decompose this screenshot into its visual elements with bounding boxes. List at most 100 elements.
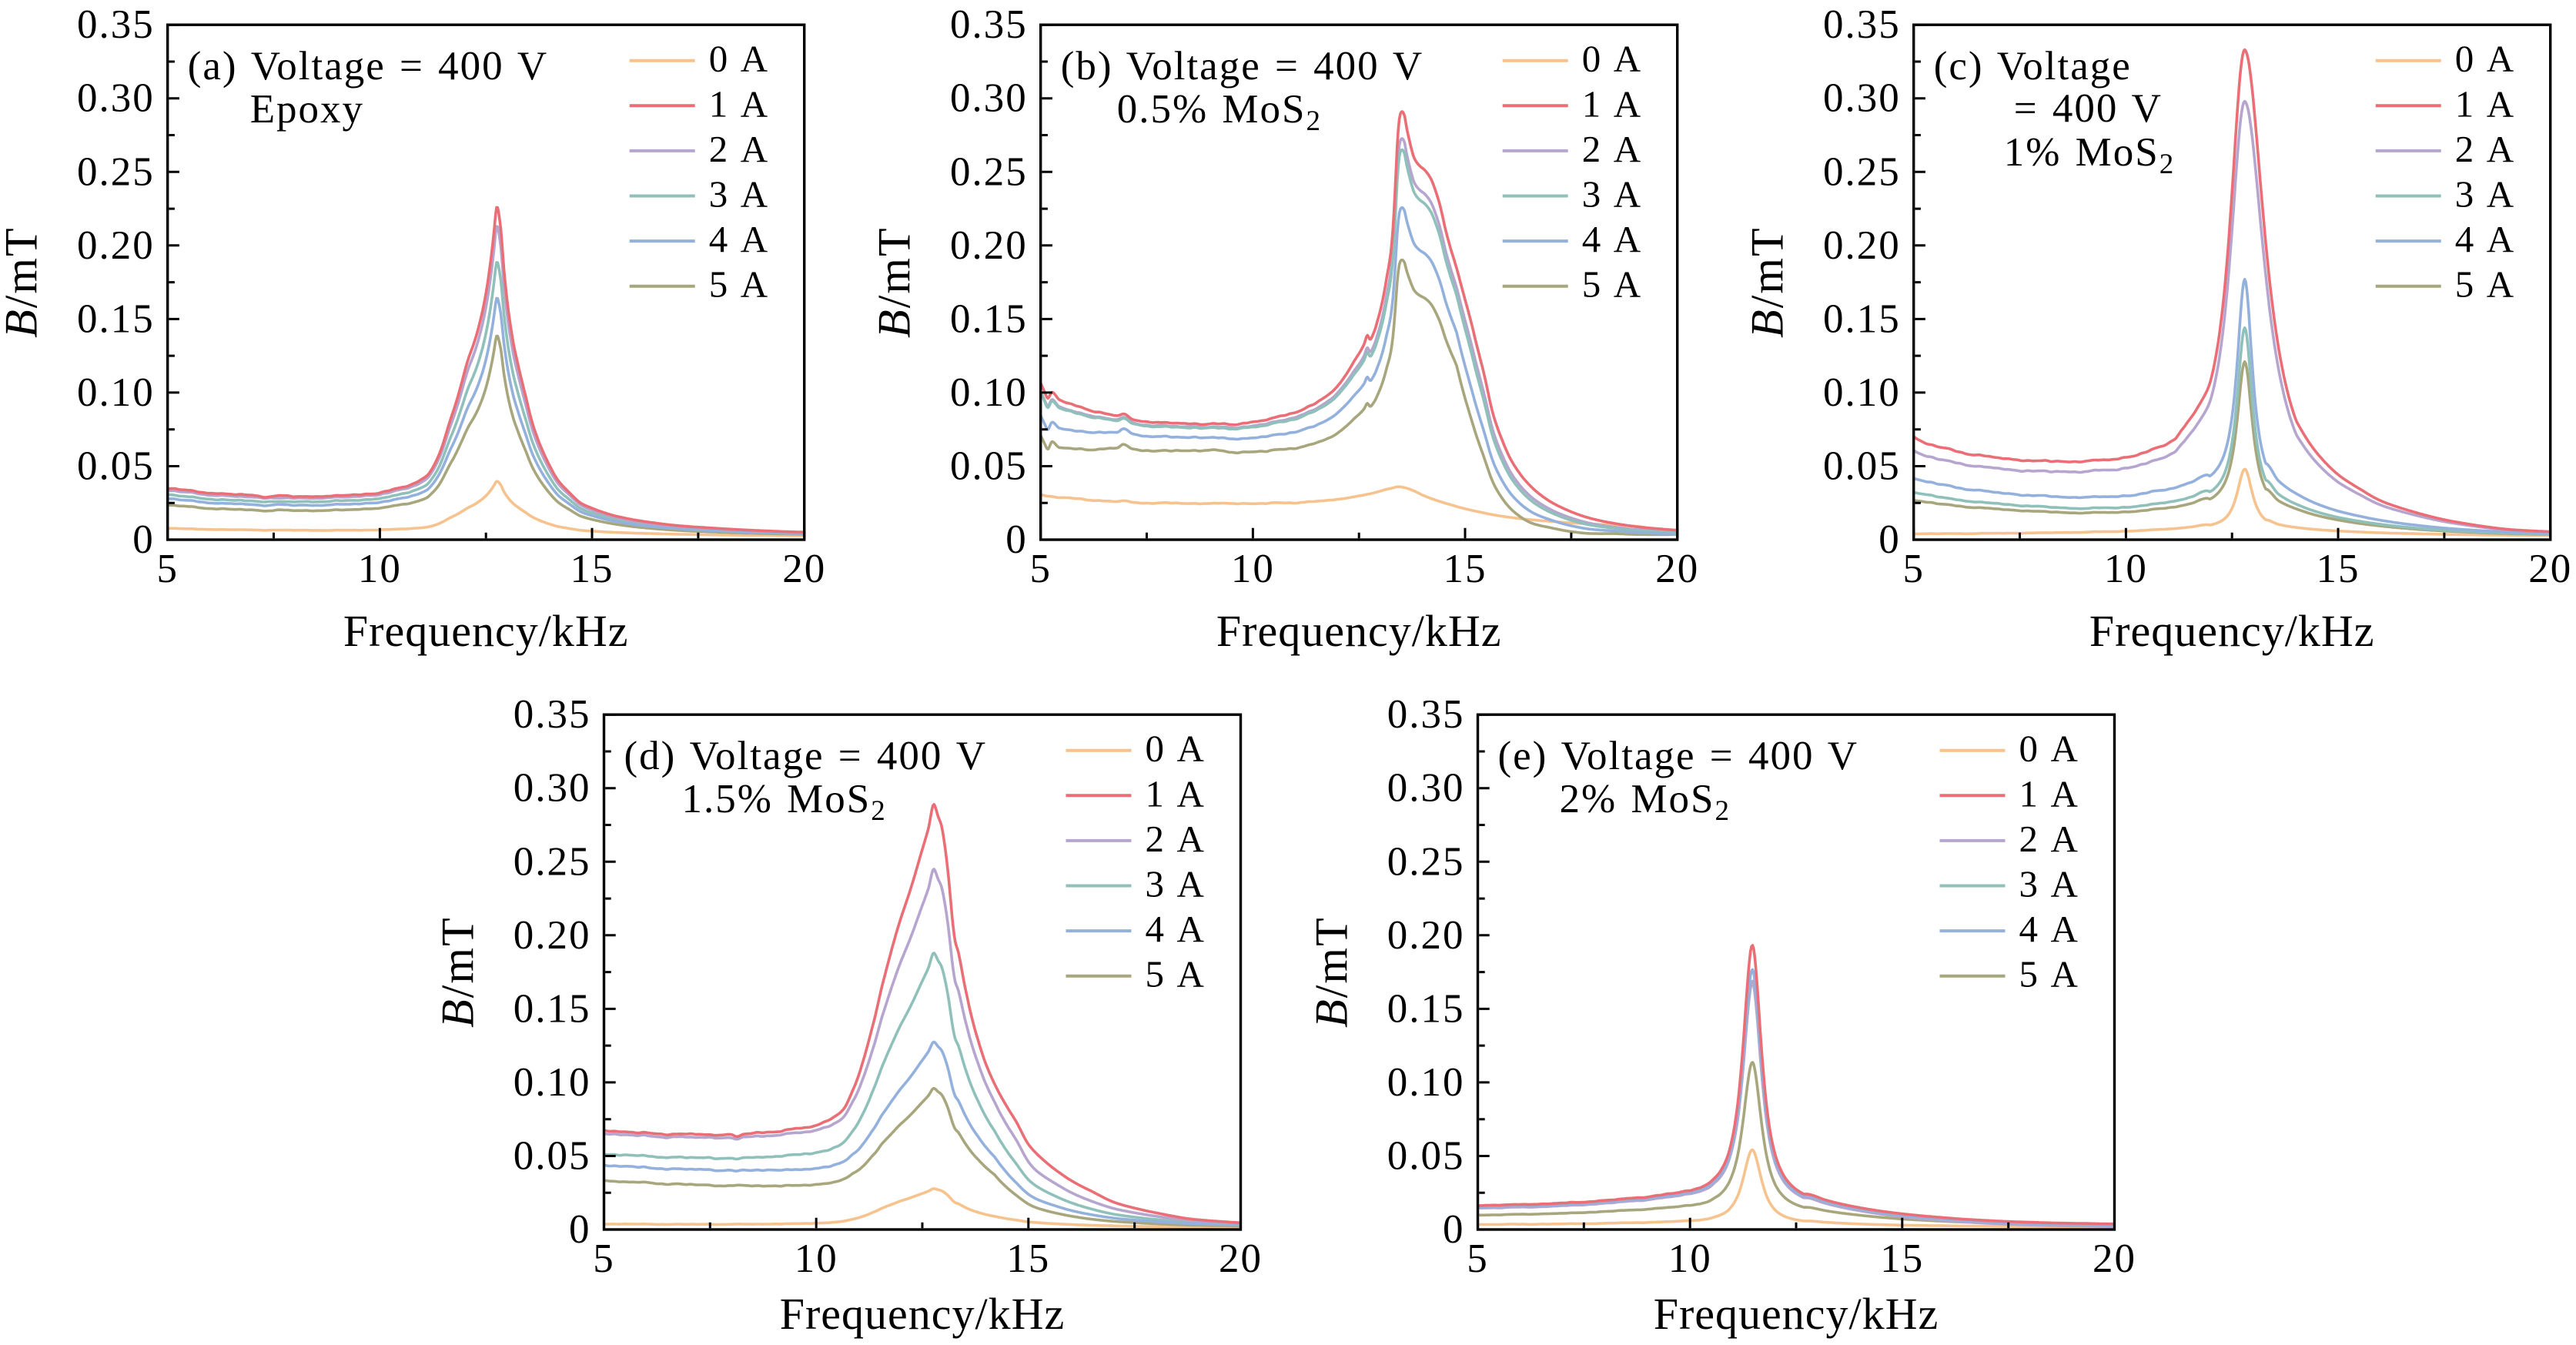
svg-text:4 A: 4 A — [2455, 218, 2515, 260]
svg-text:0.05: 0.05 — [950, 444, 1028, 489]
svg-text:1 A: 1 A — [2019, 772, 2079, 815]
svg-text:1 A: 1 A — [1146, 772, 1206, 815]
svg-text:0.35: 0.35 — [1387, 692, 1465, 737]
svg-text:0 A: 0 A — [2455, 38, 2515, 80]
svg-text:1 A: 1 A — [1582, 82, 1642, 125]
svg-text:5: 5 — [156, 547, 179, 591]
svg-text:5 A: 5 A — [1582, 263, 1642, 306]
svg-text:(d) Voltage = 400 V: (d) Voltage = 400 V — [624, 734, 988, 778]
svg-text:(b) Voltage = 400 V: (b) Voltage = 400 V — [1061, 44, 1424, 89]
svg-text:0: 0 — [1005, 517, 1028, 562]
svg-text:0.25: 0.25 — [950, 149, 1028, 194]
svg-text:0.05: 0.05 — [514, 1134, 591, 1179]
svg-text:0.5% MoS2: 0.5% MoS2 — [1117, 87, 1320, 137]
svg-text:0.20: 0.20 — [1823, 223, 1901, 268]
svg-text:0 A: 0 A — [2019, 728, 2079, 770]
svg-text:Epoxy: Epoxy — [250, 87, 364, 132]
svg-text:2 A: 2 A — [1582, 128, 1642, 170]
svg-text:0.30: 0.30 — [77, 76, 155, 121]
svg-text:1 A: 1 A — [709, 82, 769, 125]
svg-text:0.20: 0.20 — [950, 223, 1028, 268]
svg-text:10: 10 — [2104, 547, 2148, 591]
svg-text:= 400 V: = 400 V — [2014, 86, 2163, 131]
svg-text:1 A: 1 A — [2455, 82, 2515, 125]
svg-text:3 A: 3 A — [1582, 173, 1642, 216]
svg-text:5: 5 — [593, 1236, 615, 1281]
svg-text:0: 0 — [1443, 1207, 1465, 1252]
svg-text:15: 15 — [1444, 547, 1487, 591]
svg-text:0.35: 0.35 — [77, 2, 155, 47]
svg-text:1% MoS2: 1% MoS2 — [2004, 130, 2174, 180]
svg-text:5 A: 5 A — [2455, 263, 2515, 306]
svg-text:Frequency/kHz: Frequency/kHz — [1216, 606, 1502, 656]
svg-text:2 A: 2 A — [1146, 818, 1206, 860]
svg-text:B/mT: B/mT — [0, 226, 47, 338]
svg-text:20: 20 — [2093, 1236, 2136, 1281]
svg-text:(c) Voltage: (c) Voltage — [1934, 44, 2132, 89]
svg-text:0.10: 0.10 — [950, 370, 1028, 415]
svg-text:20: 20 — [2528, 547, 2572, 591]
svg-text:5 A: 5 A — [1146, 953, 1206, 995]
svg-text:2% MoS2: 2% MoS2 — [1560, 777, 1730, 827]
svg-text:0.15: 0.15 — [1823, 296, 1901, 341]
svg-text:10: 10 — [1668, 1236, 1712, 1281]
svg-text:10: 10 — [358, 547, 402, 591]
svg-text:2 A: 2 A — [2455, 128, 2515, 170]
svg-text:0: 0 — [569, 1207, 591, 1252]
svg-text:0.20: 0.20 — [1387, 913, 1465, 958]
svg-text:3 A: 3 A — [2019, 863, 2079, 905]
svg-text:4 A: 4 A — [2019, 908, 2079, 950]
svg-text:15: 15 — [2317, 547, 2360, 591]
svg-text:20: 20 — [782, 547, 826, 591]
svg-text:0: 0 — [1878, 517, 1901, 562]
svg-text:4 A: 4 A — [1146, 908, 1206, 950]
svg-text:2 A: 2 A — [2019, 818, 2079, 860]
svg-text:0.35: 0.35 — [950, 2, 1028, 47]
svg-text:0.25: 0.25 — [514, 839, 591, 884]
svg-text:15: 15 — [570, 547, 614, 591]
svg-text:0.10: 0.10 — [1823, 370, 1901, 415]
svg-text:0 A: 0 A — [709, 38, 769, 80]
svg-text:B/mT: B/mT — [1306, 916, 1357, 1028]
svg-text:B/mT: B/mT — [1742, 226, 1793, 338]
svg-text:0.20: 0.20 — [514, 913, 591, 958]
svg-text:Frequency/kHz: Frequency/kHz — [780, 1289, 1066, 1339]
svg-text:3 A: 3 A — [2455, 173, 2515, 216]
svg-text:0: 0 — [132, 517, 155, 562]
svg-text:20: 20 — [1219, 1236, 1263, 1281]
svg-text:0.30: 0.30 — [1387, 766, 1465, 811]
svg-text:5: 5 — [1467, 1236, 1489, 1281]
svg-text:Frequency/kHz: Frequency/kHz — [343, 606, 629, 656]
svg-text:0.15: 0.15 — [77, 296, 155, 341]
svg-text:4 A: 4 A — [1582, 218, 1642, 260]
svg-text:2 A: 2 A — [709, 128, 769, 170]
svg-text:0.10: 0.10 — [514, 1060, 591, 1105]
svg-text:0.10: 0.10 — [1387, 1060, 1465, 1105]
svg-text:10: 10 — [795, 1236, 838, 1281]
svg-text:0 A: 0 A — [1146, 728, 1206, 770]
svg-text:0.20: 0.20 — [77, 223, 155, 268]
svg-text:0.35: 0.35 — [1823, 2, 1901, 47]
svg-text:B/mT: B/mT — [869, 226, 920, 338]
svg-text:0 A: 0 A — [1582, 38, 1642, 80]
svg-text:15: 15 — [1006, 1236, 1050, 1281]
svg-text:0.30: 0.30 — [1823, 76, 1901, 121]
svg-text:20: 20 — [1655, 547, 1699, 591]
svg-text:0.30: 0.30 — [514, 766, 591, 811]
svg-text:5 A: 5 A — [2019, 953, 2079, 995]
svg-text:0.05: 0.05 — [1387, 1134, 1465, 1179]
svg-text:0.30: 0.30 — [950, 76, 1028, 121]
svg-text:0.35: 0.35 — [514, 692, 591, 737]
svg-text:5 A: 5 A — [709, 263, 769, 306]
svg-text:0.25: 0.25 — [77, 149, 155, 194]
svg-text:B/mT: B/mT — [433, 916, 483, 1028]
svg-text:4 A: 4 A — [709, 218, 769, 260]
svg-text:0.15: 0.15 — [950, 296, 1028, 341]
svg-text:0.05: 0.05 — [77, 444, 155, 489]
svg-text:0.25: 0.25 — [1387, 839, 1465, 884]
svg-text:0.10: 0.10 — [77, 370, 155, 415]
svg-text:0.05: 0.05 — [1823, 444, 1901, 489]
svg-text:0.25: 0.25 — [1823, 149, 1901, 194]
svg-text:10: 10 — [1231, 547, 1275, 591]
svg-text:3 A: 3 A — [709, 173, 769, 216]
